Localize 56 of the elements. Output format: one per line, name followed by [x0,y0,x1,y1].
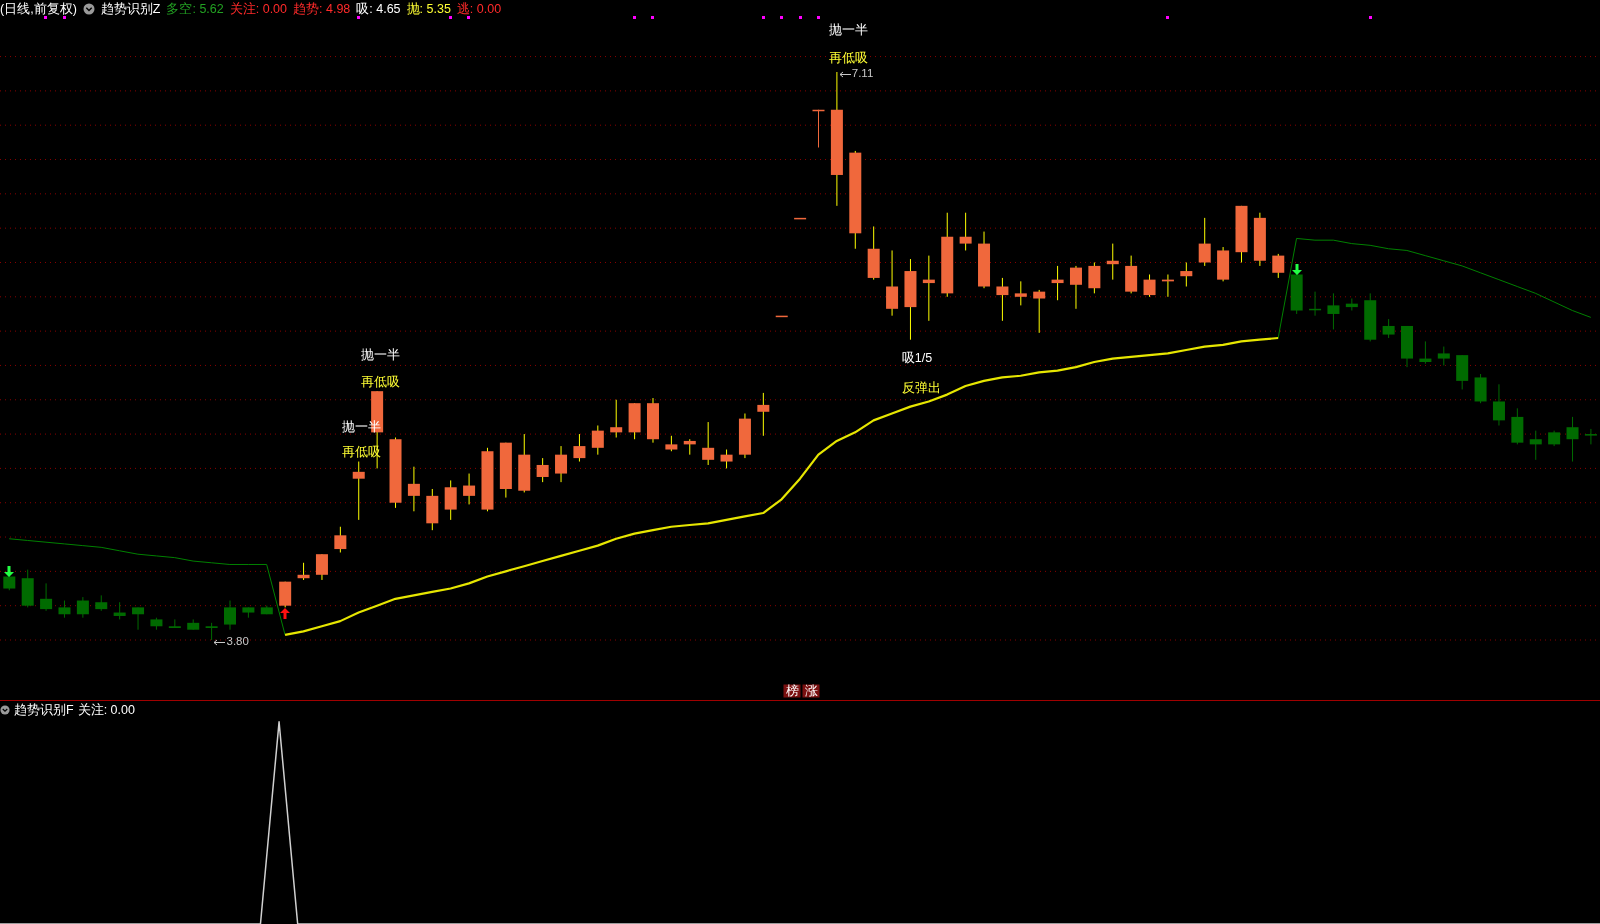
candlestick [1529,430,1542,461]
candlestick [702,421,715,466]
candlestick [132,606,145,631]
candlestick [573,433,586,463]
candlestick [1584,428,1597,445]
candlestick [1492,383,1505,426]
candlestick [886,249,899,317]
annotation: 再低吸 [360,373,400,391]
candlestick [1566,416,1579,463]
candlestick [1033,289,1046,334]
chart-title: (日线,前复权) [0,0,77,18]
text: 再低吸 [828,49,868,67]
candlestick [1327,292,1340,330]
candlestick [352,461,365,521]
candlestick [536,457,549,483]
text: 吸: 4.65 [356,0,401,18]
text: 抛一半 [828,21,868,39]
candlestick [1014,280,1027,306]
candlestick [996,277,1009,322]
candlestick [1143,273,1156,298]
text: 涨 [802,683,820,698]
text: 多空: 5.62 [166,0,224,18]
candlestick [1272,253,1285,279]
candlestick [1088,261,1101,294]
chart-title: 趋势识别F [14,701,74,719]
text: 逃: 0.00 [456,0,502,18]
candlestick [1437,346,1450,366]
annotation: 7.11 [851,67,874,79]
annotation: 吸1/5 [901,349,933,367]
candlestick [1180,261,1193,287]
chart-subtitle: 趋势识别Z [100,0,161,18]
candlestick [407,466,420,512]
annotation: 3.80 [226,635,249,647]
text: 关注: 0.00 [77,701,135,719]
candlestick [444,479,457,521]
candlestick [1382,318,1395,339]
candlestick [555,445,568,483]
text: 趋势: 4.98 [293,0,351,18]
text: 抛: 5.35 [406,0,451,18]
candlestick [959,212,972,251]
candlestick [463,473,476,505]
candlestick [610,399,623,439]
candlestick [76,596,89,619]
candlestick [40,582,53,612]
candlestick [224,600,236,631]
text: 关注: 0.00 [229,0,288,18]
candlestick [1198,217,1211,267]
candlestick [1069,265,1082,310]
text: 榜 [783,683,801,698]
candlestick [315,553,328,581]
candlestick [591,425,604,456]
candlestick [334,526,347,553]
candlestick [757,392,770,437]
candlestick [720,449,733,469]
annotation: 反弹出 [901,379,941,397]
annotation: 抛一半 [360,346,400,364]
